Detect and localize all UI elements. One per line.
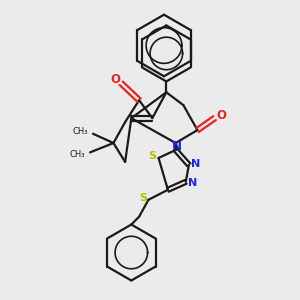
- Text: CH₃: CH₃: [72, 127, 88, 136]
- Text: CH₃: CH₃: [69, 150, 85, 159]
- Text: N: N: [188, 178, 197, 188]
- Text: S: S: [139, 193, 147, 203]
- Text: N: N: [172, 140, 182, 153]
- Text: O: O: [216, 109, 226, 122]
- Text: N: N: [191, 159, 200, 169]
- Text: O: O: [111, 73, 121, 86]
- Text: S: S: [148, 151, 156, 161]
